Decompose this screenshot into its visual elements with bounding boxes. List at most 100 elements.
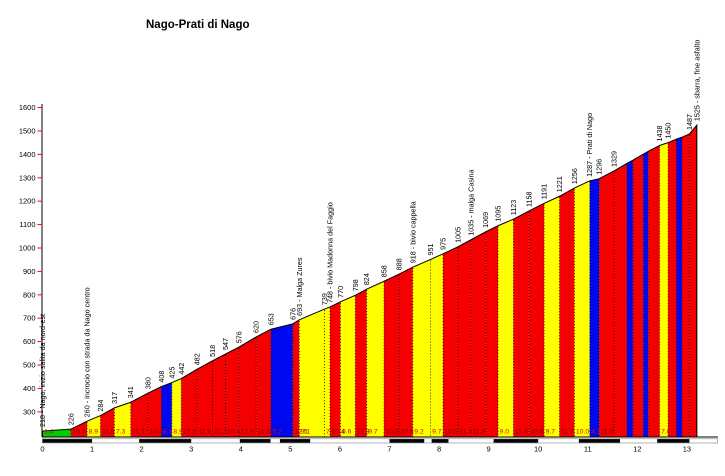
gradient-value-label: 11.7 [561,429,574,436]
elevation-label: 1191 [540,184,549,199]
gradient-value-label: 10.0 [386,429,399,436]
gradient-segment [689,125,697,438]
x-axis-tick-label: 7 [387,445,391,454]
elevation-label: 380 [144,377,153,389]
gradient-value-label: 11.2 [214,429,227,436]
gradient-segment [225,347,239,437]
gradient-segment [181,369,198,437]
elevation-label: 425 [167,367,176,379]
gradient-value-label: 10.3 [72,429,85,436]
gradient-value-label: 1.4 [44,429,54,436]
gradient-segment [470,231,486,437]
gradient-segment [513,211,529,437]
gradient-segment [148,386,162,437]
gradient-segment [366,281,385,437]
gradient-value-label: 11.8 [102,429,115,436]
gradient-segment [681,133,690,437]
y-axis-tick-label: 1500 [19,126,36,135]
gradient-segment [443,246,458,437]
elevation-label: 518 [208,345,217,357]
gradient-segment [299,309,325,437]
x-axis-tick-label: 3 [189,445,193,454]
gradient-value-label: 8.9 [89,429,99,436]
gradient-segment [212,354,226,437]
km-ruler-black-block [239,439,271,443]
elevation-label: 226 [66,413,75,425]
gradient-segment [256,329,272,437]
x-axis-tick-label: 8 [437,445,441,454]
gradient-value-label: 11.3 [459,429,472,436]
elevation-label: 1450 [664,123,673,139]
gradient-segment [355,289,367,437]
gradient-segment [292,319,300,437]
gradient-segment [457,239,471,437]
km-ruler-black-block [431,439,449,443]
y-axis-tick-label: 300 [23,407,36,416]
gradient-segment [398,267,413,437]
km-ruler-black-block [389,439,425,443]
elevation-label: 975 [439,238,448,250]
x-axis-tick-label: 1 [90,445,94,454]
x-axis-tick-label: 12 [633,445,641,454]
elevation-label: 620 [252,321,261,333]
y-axis-tick-label: 400 [23,384,36,393]
gradient-value-label: 9.7 [432,429,442,436]
gradient-segment [412,259,431,437]
y-axis-tick-label: 1300 [19,173,36,182]
elevation-label: 1525 - sbarra, fine asfalto [692,40,701,122]
y-axis-tick-label: 500 [23,361,36,370]
gradient-value-label: 10.6 [530,429,543,436]
gradient-segment [114,402,131,437]
gradient-value-label: 9.6 [342,429,352,436]
km-ruler-black-block [42,439,93,443]
gradient-value-label: 11.3 [357,429,370,436]
gradient-segment [197,360,213,437]
y-axis-tick-label: 900 [23,267,36,276]
elevation-label: 341 [126,386,135,398]
gradient-value-label: 10.0 [576,429,589,436]
km-ruler-black-block [139,439,192,443]
elevation-label: 739 [320,293,329,305]
elevation-label: 824 [362,273,371,285]
elevation-label: 1287 - Prati di Nago [585,113,594,177]
elevation-label: 576 [234,331,243,343]
gradient-segment [614,163,627,437]
gradient-value-label: 11.6 [199,429,212,436]
x-axis-tick-label: 11 [584,445,592,454]
gradient-segment [668,139,677,437]
gradient-segment [130,393,149,437]
gradient-segment [238,336,257,437]
gradient-value-label: 8.9 [173,429,183,436]
gradient-value-label: 12.5 [294,429,307,436]
gradient-segment [340,295,356,437]
gradient-segment [330,301,341,437]
elevation-label: 442 [177,363,186,375]
gradient-value-label: 9.1 [301,429,311,436]
x-axis-tick-label: 10 [534,445,542,454]
x-axis-tick-label: 6 [338,445,342,454]
gradient-value-label: 4.7 [591,429,601,436]
gradient-value-label: 7.0 [661,429,671,436]
elevation-label: 1221 [555,176,564,192]
y-axis-tick-label: 1400 [19,150,36,159]
elevation-label: 408 [157,371,166,383]
gradient-value-label: 10.4 [227,429,240,436]
profile-outline [42,123,698,437]
gradient-value-label: 9.0 [500,429,510,436]
gradient-segment [87,415,101,437]
gradient-value-label: 11.0 [601,429,614,436]
gradient-value-label: 9.7 [368,429,378,436]
gradient-segment [544,196,560,437]
x-axis-tick-label: 5 [288,445,292,454]
gradient-segment [42,429,71,437]
gradient-segment [161,382,172,437]
elevation-label: 888 [394,258,403,270]
elevation-label: 748 - bivio Madonna del Faggio [326,202,335,303]
gradient-segment [498,219,514,437]
x-axis-tick-label: 9 [487,445,491,454]
gradient-segment [648,145,660,437]
gradient-value-label: 9.2 [414,429,424,436]
elevation-label: 918 - bivio cappella [408,201,417,263]
gradient-segment [676,137,682,437]
gradient-value-label: 5.2 [273,429,283,436]
